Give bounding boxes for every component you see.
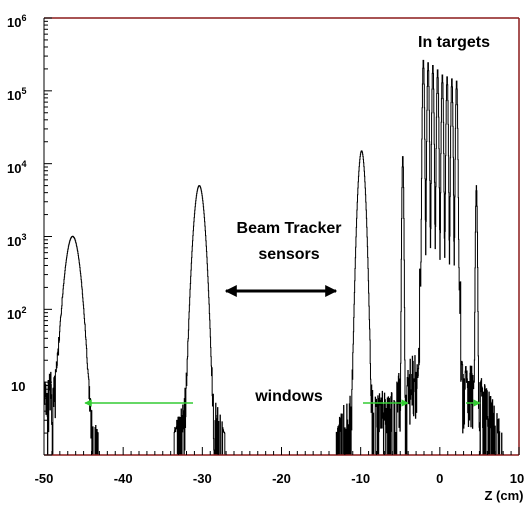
x-tick-label: -40 <box>114 471 133 486</box>
x-tick-label: -50 <box>35 471 54 486</box>
x-tick-label: -30 <box>193 471 212 486</box>
y-tick-label: 10 <box>11 379 25 394</box>
x-axis-label: Z (cm) <box>485 488 524 503</box>
annotation-windows: windows <box>254 388 323 405</box>
x-tick-label: -10 <box>351 471 370 486</box>
y-tick-label: 102 <box>7 305 26 322</box>
x-tick-label: 10 <box>510 471 524 486</box>
axis-ticks <box>43 17 520 456</box>
y-tick-label: 106 <box>7 13 26 30</box>
x-tick-label: 0 <box>436 471 443 486</box>
annotation-in-targets: In targets <box>418 34 490 51</box>
y-tick-label: 103 <box>7 232 26 249</box>
annotation-beam-tracker: Beam Tracker <box>237 220 342 237</box>
y-tick-label: 104 <box>7 159 26 176</box>
x-tick-label: -20 <box>272 471 291 486</box>
annotation-sensors: sensors <box>258 246 319 263</box>
y-tick-label: 105 <box>7 86 26 103</box>
